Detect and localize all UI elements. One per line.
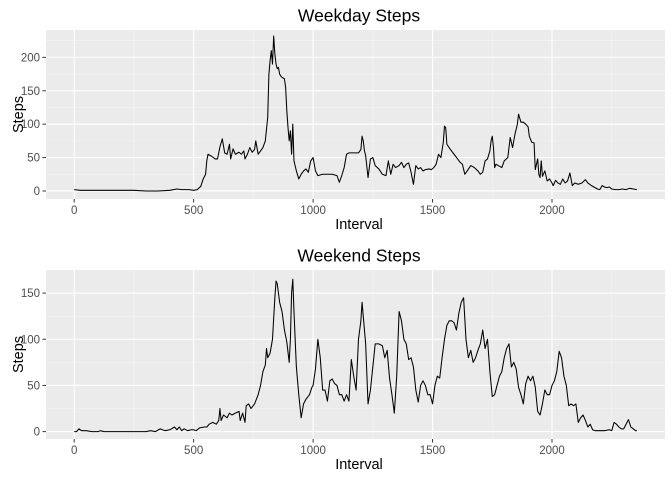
- weekday-plot-panel: [46, 30, 665, 199]
- weekday-gridlines: [46, 30, 665, 199]
- weekday-chart-title: Weekday Steps: [298, 6, 420, 26]
- weekday-y-tick-label: 100: [21, 119, 40, 131]
- weekday-steps-line: [74, 35, 637, 192]
- weekend-chart-title: Weekend Steps: [297, 246, 420, 266]
- weekday-chart: Weekday Steps 0 500 1000 1500 2000 0 50 100 150…: [11, 6, 665, 233]
- weekday-y-tick-label: 200: [21, 52, 40, 64]
- weekday-x-tick-label: 1500: [420, 205, 446, 217]
- weekday-x-tick-label: 500: [184, 205, 203, 217]
- weekend-chart: Weekend Steps 0 500 1000 1500 2000 0 50 100 150…: [11, 246, 665, 473]
- weekend-x-axis: 0 500 1000 1500 2000: [71, 439, 565, 457]
- weekend-x-tick-label: 500: [184, 445, 203, 457]
- weekday-y-tick-label: 0: [34, 186, 40, 198]
- weekend-y-tick-label: 150: [21, 288, 40, 300]
- weekend-y-axis: 0 50 100 150: [21, 288, 46, 439]
- weekend-x-tick-label: 2000: [539, 445, 565, 457]
- weekend-y-axis-title: Steps: [11, 336, 27, 373]
- weekend-gridlines: [46, 270, 665, 439]
- weekend-x-tick-label: 0: [71, 445, 77, 457]
- weekend-y-tick-label: 100: [21, 334, 40, 346]
- weekday-y-axis-title: Steps: [11, 96, 27, 133]
- weekday-y-tick-label: 50: [27, 153, 40, 165]
- weekend-steps-line: [74, 278, 637, 433]
- weekday-x-axis-title: Interval: [335, 217, 383, 233]
- weekday-x-tick-label: 2000: [539, 205, 565, 217]
- weekday-x-tick-label: 0: [71, 205, 77, 217]
- weekend-x-tick-label: 1500: [420, 445, 446, 457]
- weekend-x-axis-title: Interval: [335, 457, 383, 473]
- weekday-x-axis: 0 500 1000 1500 2000: [71, 199, 565, 217]
- weekend-y-tick-label: 50: [27, 380, 40, 392]
- weekday-x-tick-label: 1000: [300, 205, 326, 217]
- weekend-y-tick-label: 0: [34, 427, 40, 439]
- weekday-y-tick-label: 150: [21, 86, 40, 98]
- weekend-x-tick-label: 1000: [300, 445, 326, 457]
- weekday-y-axis: 0 50 100 150 200: [21, 52, 46, 198]
- weekend-plot-panel: [46, 270, 665, 439]
